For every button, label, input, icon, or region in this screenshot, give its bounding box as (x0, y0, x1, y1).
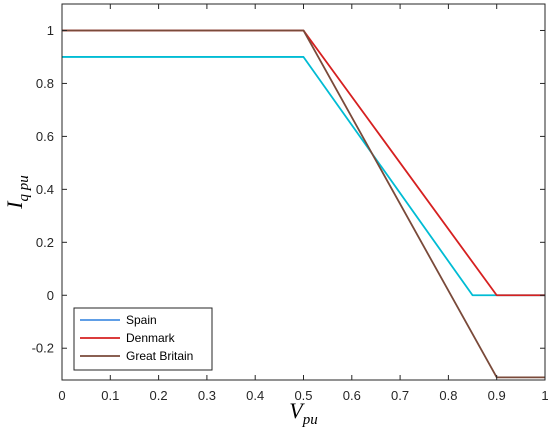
x-tick-label: 0.2 (150, 388, 168, 403)
ticks-layer: 0 0.1 0.2 0.3 0.4 0.5 0.6 0.7 0.8 0.9 1 -0.2 0 0.2 0.4… (32, 4, 549, 403)
x-axis-label-sub: pu (302, 412, 318, 428)
y-tick-label: 0.2 (36, 235, 54, 250)
x-tick-label: 0 (58, 388, 65, 403)
series-layer (62, 29, 545, 379)
x-tick-label: 0.8 (439, 388, 457, 403)
legend: Spain Denmark Great Britain (73, 307, 213, 371)
y-axis-label-main: I (2, 200, 27, 210)
y-tick-label: 1 (47, 23, 54, 38)
plot-frame (61, 3, 546, 381)
x-tick-label: 0.9 (488, 388, 506, 403)
x-tick-label: 1 (541, 388, 548, 403)
legend-label-great-britain: Great Britain (126, 349, 193, 363)
y-tick-label: 0.4 (36, 182, 54, 197)
y-tick-label: 0.8 (36, 76, 54, 91)
y-tick-label: 0 (47, 288, 54, 303)
legend-items: Spain Denmark Great Britain (80, 313, 193, 363)
x-tick-label: 0.4 (246, 388, 264, 403)
y-axis-label-sub: q pu (16, 175, 32, 201)
x-axis-label: Vpu (289, 398, 317, 428)
legend-label-denmark: Denmark (126, 331, 176, 345)
legend-box (73, 307, 213, 371)
y-tick-label: -0.2 (32, 341, 54, 356)
x-axis-label-main: V (289, 398, 305, 423)
y-axis-label: Iq pu (2, 175, 32, 210)
legend-label-spain: Spain (126, 313, 157, 327)
x-tick-label: 0.1 (101, 388, 119, 403)
x-tick-label: 0.7 (391, 388, 409, 403)
x-tick-label: 0.3 (198, 388, 216, 403)
y-tick-label: 0.6 (36, 129, 54, 144)
x-tick-label: 0.5 (294, 388, 312, 403)
series-line-great-britain (62, 29, 545, 379)
x-tick-label: 0.6 (343, 388, 361, 403)
